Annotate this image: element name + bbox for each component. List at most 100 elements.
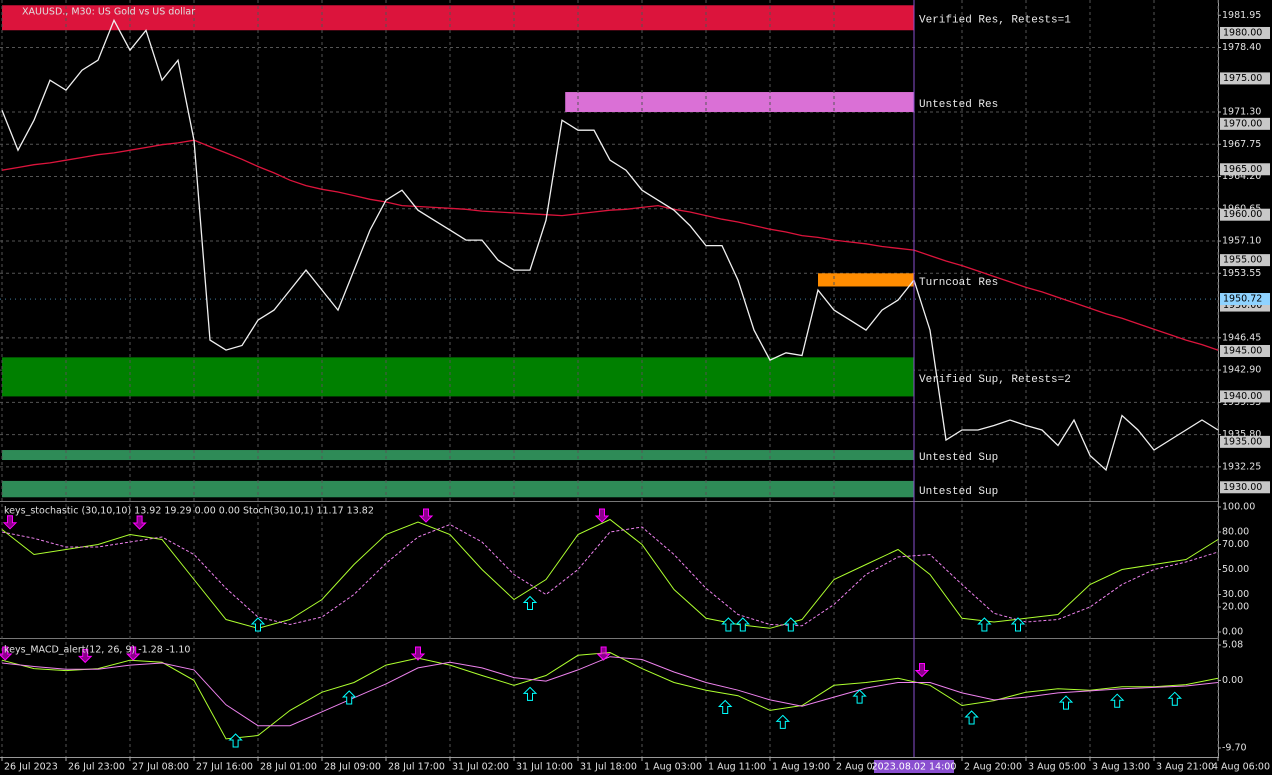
zone bbox=[2, 480, 914, 498]
x-tick-label: 1 Aug 03:00 bbox=[644, 762, 702, 773]
crosshair-label: 2023.08.02 14:00 bbox=[872, 762, 957, 773]
level-box bbox=[1220, 254, 1270, 267]
y-tick-label: 1978.40 bbox=[1222, 42, 1261, 53]
level-box bbox=[1220, 163, 1270, 176]
signal-arrow-up bbox=[1109, 693, 1125, 708]
y-tick-label: 20.00 bbox=[1222, 602, 1249, 613]
level-label: 1950.00 bbox=[1223, 300, 1262, 311]
x-tick-label: 28 Jul 17:00 bbox=[388, 762, 445, 773]
signal-arrow-up bbox=[1167, 691, 1183, 706]
x-tick-label: 28 Jul 09:00 bbox=[324, 762, 381, 773]
y-tick-label: 1942.90 bbox=[1222, 365, 1261, 376]
signal-arrow-up bbox=[522, 686, 538, 701]
zone bbox=[2, 5, 914, 31]
series-line bbox=[1, 139, 1219, 351]
signal-arrow-up bbox=[1058, 695, 1074, 710]
y-tick-label: 1957.10 bbox=[1222, 236, 1261, 247]
x-tick-label: 3 Aug 05:00 bbox=[1028, 762, 1086, 773]
level-box bbox=[1220, 72, 1270, 85]
x-tick-label: 1 Aug 11:00 bbox=[708, 762, 766, 773]
series-line bbox=[1, 18, 1219, 472]
signal-arrow-up bbox=[228, 733, 243, 748]
level-label: 1965.00 bbox=[1223, 164, 1262, 175]
macd-header: keys_MACD_alert(12, 26, 9) -1.28 -1.10 bbox=[4, 645, 190, 656]
y-tick-label: 0.00 bbox=[1222, 675, 1243, 686]
x-tick-label: 2 Aug 20:00 bbox=[964, 762, 1022, 773]
signal-arrow-up bbox=[522, 595, 538, 610]
signal-arrow-up bbox=[852, 689, 867, 704]
y-tick-label: 0.00 bbox=[1222, 627, 1243, 638]
signal-arrow-up bbox=[341, 690, 357, 705]
zone bbox=[2, 450, 914, 461]
level-box bbox=[1220, 481, 1270, 494]
level-label: 1970.00 bbox=[1223, 118, 1262, 129]
y-tick-label: 1932.25 bbox=[1222, 461, 1261, 472]
level-label: 1940.00 bbox=[1223, 391, 1262, 402]
signal-arrow-down bbox=[594, 508, 610, 523]
axis-layer: 1981.95 1978.40 1971.30 1967.75 1964.20 1960.… bbox=[0, 10, 1270, 773]
x-tick-label: 31 Jul 02:00 bbox=[452, 762, 509, 773]
signal-arrow-down bbox=[914, 663, 930, 678]
chart-title: XAUUSD., M30: US Gold vs US dollar bbox=[22, 7, 195, 18]
signal-arrow-down bbox=[596, 646, 611, 661]
y-tick-label: 1967.75 bbox=[1222, 139, 1261, 150]
y-tick-label: 50.00 bbox=[1222, 564, 1249, 575]
level-label: 1955.00 bbox=[1223, 255, 1262, 266]
level-label: 1960.00 bbox=[1223, 209, 1262, 220]
data-layer bbox=[1, 0, 1219, 757]
level-label: 1935.00 bbox=[1223, 436, 1262, 447]
signal-arrow-down bbox=[0, 646, 13, 661]
y-tick-label: 1981.95 bbox=[1222, 10, 1261, 21]
level-label: 1975.00 bbox=[1223, 73, 1262, 84]
signal-arrow-up bbox=[783, 617, 799, 632]
level-label: 1945.00 bbox=[1223, 345, 1262, 356]
level-label: 1980.00 bbox=[1223, 27, 1262, 38]
zone-label: Verified Res, Retests=1 bbox=[919, 15, 1071, 27]
signal-arrow-up bbox=[735, 617, 751, 632]
zone bbox=[565, 92, 914, 113]
x-tick-label: 2 Aug 04:00 bbox=[836, 762, 894, 773]
crosshair-label-box bbox=[874, 760, 954, 773]
y-tick-label: 100.00 bbox=[1222, 502, 1255, 513]
signal-arrow-up bbox=[717, 699, 733, 714]
current-price-label: 1950.72 bbox=[1223, 294, 1262, 305]
y-tick-label: 1935.80 bbox=[1222, 429, 1261, 440]
signal-arrow-down bbox=[418, 508, 434, 523]
series-line bbox=[1, 651, 1219, 740]
x-tick-label: 28 Jul 01:00 bbox=[260, 762, 317, 773]
zone-label: Untested Sup bbox=[919, 486, 998, 498]
level-box bbox=[1220, 208, 1270, 221]
signal-arrow-up bbox=[775, 714, 791, 729]
y-tick-label: 1971.30 bbox=[1222, 107, 1261, 118]
y-tick-label: 30.00 bbox=[1222, 589, 1249, 600]
y-tick-label: 1964.20 bbox=[1222, 171, 1261, 182]
x-tick-label: 26 Jul 2023 bbox=[4, 762, 58, 773]
y-tick-label: 1953.55 bbox=[1222, 268, 1261, 279]
level-box bbox=[1220, 435, 1270, 448]
x-tick-label: 3 Aug 13:00 bbox=[1092, 762, 1150, 773]
level-box bbox=[1220, 390, 1270, 403]
zone bbox=[2, 357, 914, 397]
current-price-box bbox=[1220, 293, 1270, 306]
signal-arrow-up bbox=[721, 617, 736, 632]
signal-arrow-up bbox=[964, 710, 979, 725]
x-tick-label: 1 Aug 19:00 bbox=[772, 762, 830, 773]
zone-label: Untested Res bbox=[919, 99, 998, 111]
series-line bbox=[1, 656, 1219, 727]
signal-arrow-down bbox=[125, 646, 141, 661]
signal-arrow-up bbox=[977, 617, 992, 632]
signal-arrow-down bbox=[410, 646, 426, 661]
x-tick-label: 26 Jul 23:00 bbox=[68, 762, 125, 773]
y-tick-label: 1946.45 bbox=[1222, 332, 1261, 343]
signal-arrow-up bbox=[1010, 617, 1026, 632]
zone bbox=[818, 273, 914, 287]
y-tick-label: 80.00 bbox=[1222, 527, 1249, 538]
zone-label: Verified Sup, Retests=2 bbox=[919, 374, 1071, 386]
x-tick-label: 4 Aug 06:00 bbox=[1212, 762, 1270, 773]
x-tick-label: 27 Jul 08:00 bbox=[132, 762, 189, 773]
x-tick-label: 3 Aug 21:00 bbox=[1156, 762, 1214, 773]
zone-label: Untested Sup bbox=[919, 452, 998, 464]
level-label: 1930.00 bbox=[1223, 482, 1262, 493]
level-box bbox=[1220, 26, 1270, 39]
